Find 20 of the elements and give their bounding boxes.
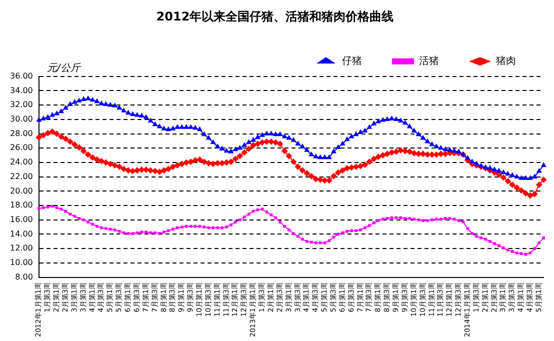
legend-label: 活猪 xyxy=(419,54,439,67)
y-tick-label: 24.00 xyxy=(10,158,33,167)
y-tick-label: 36.00 xyxy=(10,71,33,80)
y-tick-label: 8.00 xyxy=(15,272,33,282)
y-tick-label: 32.00 xyxy=(10,100,33,110)
y-tick-label: 18.00 xyxy=(10,200,33,210)
y-tick-label: 22.00 xyxy=(10,172,33,181)
y-tick-label: 12.00 xyxy=(10,244,33,253)
y-tick-label: 26.00 xyxy=(10,143,33,152)
legend-label: 仔猪 xyxy=(342,54,362,67)
y-tick-label: 10.00 xyxy=(10,258,33,268)
y-tick-label: 16.00 xyxy=(10,214,33,224)
y-tick-label: 14.00 xyxy=(10,229,33,238)
legend-label: 猪肉 xyxy=(496,54,516,67)
y-axis-title: 元/公斤 xyxy=(46,62,82,74)
y-tick-label: 20.00 xyxy=(10,186,33,196)
y-tick-label: 28.00 xyxy=(10,128,33,138)
chart-title: 2012年以来全国仔猪、活猪和猪肉价格曲线 xyxy=(156,9,394,24)
y-tick-label: 34.00 xyxy=(10,86,33,95)
y-tick-label: 30.00 xyxy=(10,114,33,124)
